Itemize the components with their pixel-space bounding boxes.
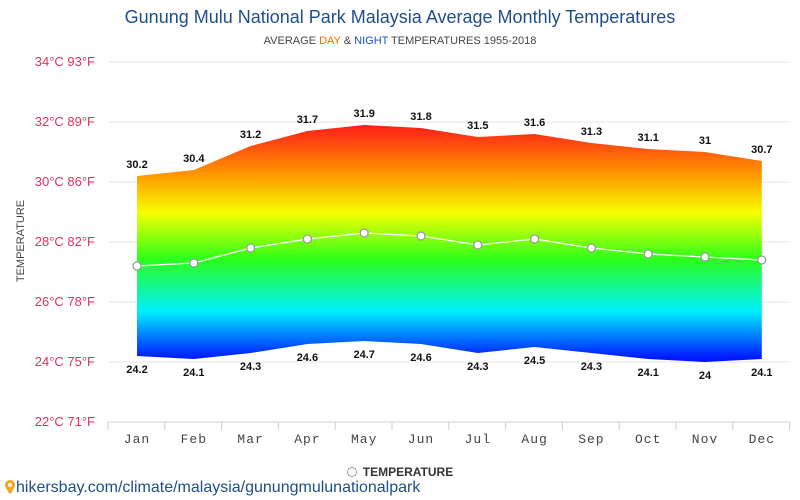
average-markers xyxy=(132,228,767,271)
chart-subtitle: AVERAGE DAY & NIGHT TEMPERATURES 1955-20… xyxy=(0,35,800,47)
source-link[interactable]: hikersbay.com/climate/malaysia/gunungmul… xyxy=(5,479,420,497)
avg-marker-sep xyxy=(586,243,597,253)
day-value-label-sep: 31.3 xyxy=(581,126,602,138)
x-tick-label-jan: Jan xyxy=(124,432,150,447)
day-value-label-jun: 31.8 xyxy=(410,111,431,123)
night-value-label-sep: 24.3 xyxy=(581,361,602,373)
day-value-label-aug: 31.6 xyxy=(524,117,545,129)
x-tick-label-aug: Aug xyxy=(521,432,547,447)
y-tick-label-0: 22°C 71°F xyxy=(35,414,95,429)
avg-marker-oct xyxy=(643,249,653,259)
map-pin-icon xyxy=(5,480,15,494)
legend-marker-icon xyxy=(346,467,357,477)
day-value-label-dec: 30.7 xyxy=(751,144,772,156)
x-tick-label-mar: Mar xyxy=(237,432,263,447)
day-value-label-jul: 31.5 xyxy=(467,120,488,132)
y-tick-label-1: 24°C 75°F xyxy=(35,354,95,369)
day-value-label-feb: 30.4 xyxy=(183,153,205,165)
subtitle-day: DAY xyxy=(319,35,341,47)
y-axis-title: TEMPERATURE xyxy=(15,200,27,282)
legend-label: TEMPERATURE xyxy=(362,465,454,479)
night-value-label-feb: 24.1 xyxy=(183,367,204,379)
y-tick-label-5: 32°C 89°F xyxy=(35,114,95,129)
night-value-label-jan: 24.2 xyxy=(126,364,147,376)
day-value-label-jan: 30.2 xyxy=(126,159,147,171)
night-value-label-jul: 24.3 xyxy=(467,361,488,373)
y-tick-label-6: 34°C 93°F xyxy=(35,54,95,69)
day-value-label-apr: 31.7 xyxy=(297,114,318,126)
subtitle-suffix: TEMPERATURES 1955-2018 xyxy=(388,35,537,47)
avg-marker-nov xyxy=(700,252,710,262)
day-night-temperature-band xyxy=(137,125,762,362)
x-tick-label-apr: Apr xyxy=(294,432,320,447)
night-value-label-mar: 24.3 xyxy=(240,361,261,373)
value-labels: 30.2 30.4 31.2 31.7 31.9 31.8 31.5 31.6 31.3 31.1… xyxy=(126,108,772,382)
day-value-label-may: 31.9 xyxy=(353,108,374,120)
subtitle-night: NIGHT xyxy=(354,35,389,47)
avg-marker-mar xyxy=(245,243,256,253)
night-value-label-jun: 24.6 xyxy=(410,352,431,364)
night-value-label-nov: 24 xyxy=(699,370,712,382)
x-axis: Jan Feb Mar Apr May Jun Jul Aug Sep Oct Nov Dec xyxy=(107,421,791,447)
x-tick-label-oct: Oct xyxy=(635,432,661,447)
avg-marker-jan xyxy=(132,261,142,271)
source-url[interactable]: hikersbay.com/climate/malaysia/gunungmul… xyxy=(16,479,421,496)
avg-marker-jul xyxy=(473,240,483,250)
night-value-label-aug: 24.5 xyxy=(524,355,545,367)
day-value-label-nov: 31 xyxy=(699,135,711,147)
chart-title: Gunung Mulu National Park Malaysia Avera… xyxy=(124,7,676,27)
night-value-label-apr: 24.6 xyxy=(297,352,318,364)
y-tick-label-3: 28°C 82°F xyxy=(35,234,95,249)
x-tick-label-may: May xyxy=(351,432,377,447)
avg-marker-may xyxy=(359,228,369,238)
y-tick-label-2: 26°C 78°F xyxy=(35,294,95,309)
x-tick-label-jun: Jun xyxy=(408,432,434,447)
y-tick-label-4: 30°C 86°F xyxy=(35,174,95,189)
subtitle-mid: & xyxy=(340,35,355,47)
average-temperature-line xyxy=(136,232,762,267)
avg-marker-dec xyxy=(757,255,767,265)
night-value-label-may: 24.7 xyxy=(353,349,374,361)
x-tick-label-sep: Sep xyxy=(578,432,604,447)
subtitle-prefix: AVERAGE xyxy=(263,35,320,47)
night-value-label-oct: 24.1 xyxy=(637,367,658,379)
x-tick-label-feb: Feb xyxy=(181,432,207,447)
x-tick-label-nov: Nov xyxy=(692,432,718,447)
avg-marker-aug xyxy=(529,234,540,244)
x-tick-label-jul: Jul xyxy=(465,432,491,447)
day-value-label-oct: 31.1 xyxy=(637,132,658,144)
night-value-label-dec: 24.1 xyxy=(751,367,772,379)
avg-marker-apr xyxy=(302,234,313,244)
y-axis: 22°C 71°F 24°C 75°F 26°C 78°F 28°C 82°F 30°C… xyxy=(35,54,95,429)
day-value-label-mar: 31.2 xyxy=(240,129,261,141)
avg-marker-feb xyxy=(189,258,199,268)
legend[interactable]: TEMPERATURE xyxy=(0,465,800,479)
x-tick-label-dec: Dec xyxy=(749,432,775,447)
avg-marker-jun xyxy=(416,231,426,241)
